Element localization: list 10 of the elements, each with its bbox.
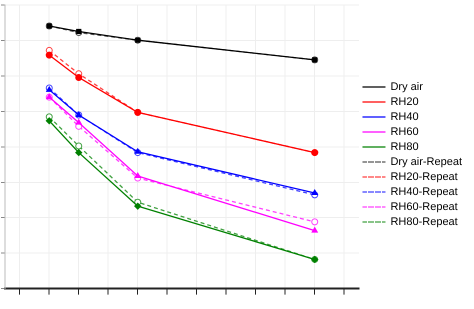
legend-label: Dry air-Repeat — [390, 156, 462, 168]
legend-label: RH60-Repeat — [390, 201, 458, 214]
legend-label: RH80-Repeat — [390, 216, 458, 228]
legend-label: Dry air — [390, 81, 424, 94]
legend-label: RH60 — [390, 126, 419, 138]
legend-label: RH40 — [390, 111, 419, 124]
legend-label: RH20-Repeat — [390, 171, 458, 184]
legend-label: RH20 — [390, 96, 419, 108]
legend-label: RH40-Repeat — [390, 186, 458, 198]
legend-label: RH80 — [390, 141, 419, 154]
